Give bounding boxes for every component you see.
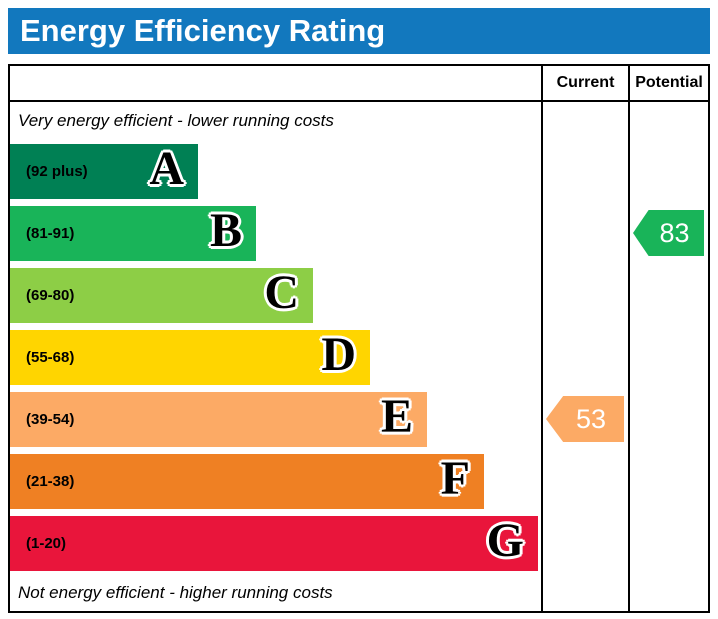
band-range-label: (21-38): [26, 472, 75, 490]
current-column-header: Current: [541, 66, 628, 100]
potential-rating-value: 83: [659, 217, 690, 248]
band-bar-a: (92 plus) A: [10, 142, 198, 199]
band-range-label: (69-80): [26, 286, 75, 304]
chart-body: Very energy efficient - lower running co…: [10, 102, 708, 612]
band-range-label: (92 plus): [26, 162, 88, 180]
band-letter: E: [380, 390, 413, 444]
band-bar-f: (21-38) F: [10, 452, 484, 509]
current-column: 53: [541, 102, 628, 612]
current-rating-arrow: 53: [546, 396, 624, 442]
band-range-label: (1-20): [26, 534, 67, 552]
potential-rating-arrow: 83: [633, 210, 704, 256]
band-bar-e: (39-54) E: [10, 390, 427, 447]
band-letter: F: [440, 452, 470, 506]
band-row-c: (69-80) C: [10, 264, 541, 326]
top-note: Very energy efficient - lower running co…: [18, 111, 334, 130]
band-range-label: (81-91): [26, 224, 75, 242]
bottom-note: Not energy efficient - higher running co…: [18, 583, 333, 602]
band-letter: A: [149, 142, 184, 196]
band-row-e: (39-54) E: [10, 388, 541, 450]
band-row-d: (55-68) D: [10, 326, 541, 388]
band-bar-c: (69-80) C: [10, 266, 313, 323]
potential-column: 83: [628, 102, 708, 612]
band-bar-d: (55-68) D: [10, 328, 370, 385]
band-row-g: (1-20) G: [10, 512, 541, 574]
chart-title-bar: Energy Efficiency Rating: [8, 8, 710, 54]
potential-column-header: Potential: [628, 66, 708, 100]
band-row-b: (81-91) B: [10, 202, 541, 264]
band-range-label: (55-68): [26, 348, 75, 366]
chart-header-row: Current Potential: [10, 66, 708, 102]
header-spacer: [10, 66, 541, 100]
chart-title: Energy Efficiency Rating: [20, 13, 386, 48]
bands-area: Very energy efficient - lower running co…: [10, 102, 541, 612]
band-letter: G: [486, 514, 524, 568]
band-letter: D: [321, 328, 356, 382]
band-bar-b: (81-91) B: [10, 204, 256, 261]
band-range-label: (39-54): [26, 410, 75, 428]
band-row-f: (21-38) F: [10, 450, 541, 512]
band-bar-g: (1-20) G: [10, 514, 538, 571]
band-rows: (92 plus) A (81-91) B (69-80) C (55-68) D (39-54…: [10, 140, 541, 574]
band-letter: C: [264, 266, 299, 320]
current-rating-value: 53: [575, 403, 607, 434]
band-letter: B: [209, 204, 242, 258]
band-row-a: (92 plus) A: [10, 140, 541, 202]
rating-chart: Current Potential Very energy efficient …: [8, 64, 710, 613]
